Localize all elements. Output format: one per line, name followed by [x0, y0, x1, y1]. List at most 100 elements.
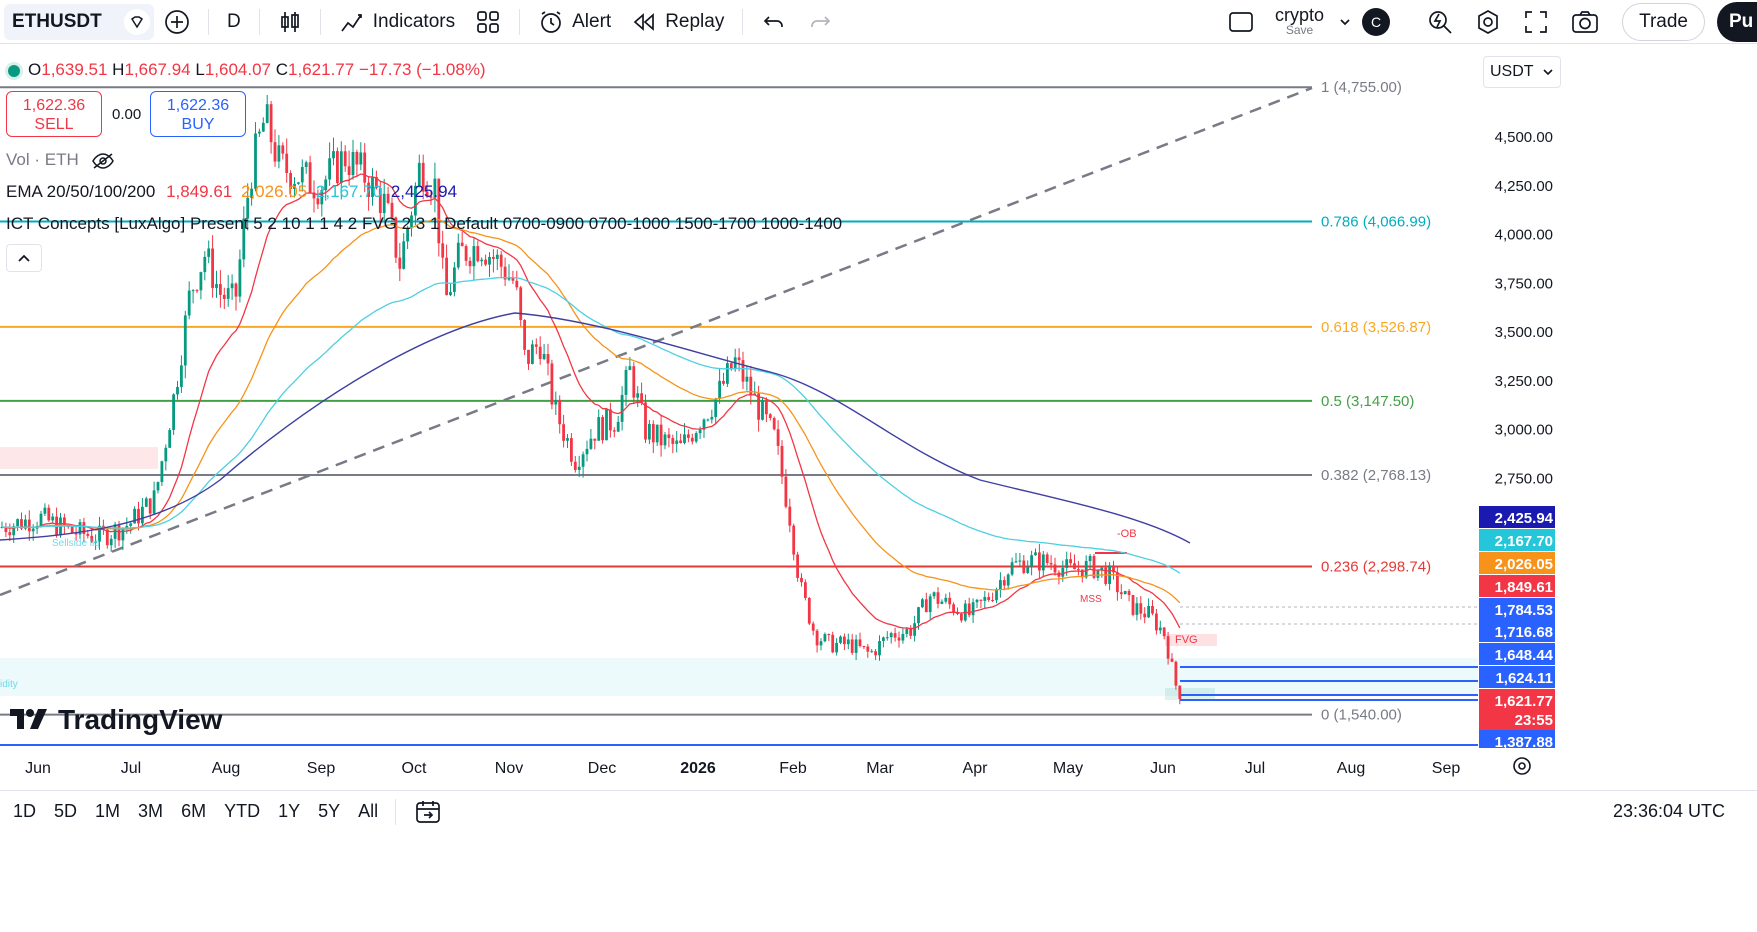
layout-toggle-button[interactable] [1217, 0, 1265, 44]
candle-body [1135, 603, 1139, 615]
candle-body [398, 257, 402, 269]
candle-body [168, 429, 172, 448]
currency-label: USDT [1490, 63, 1534, 80]
templates-button[interactable] [465, 0, 511, 44]
candle-body [476, 246, 480, 262]
undo-button[interactable] [751, 0, 797, 44]
candle-body [105, 529, 109, 546]
price-tag [1479, 552, 1555, 574]
goto-date-button[interactable] [404, 790, 452, 834]
ema-layer [0, 173, 1191, 630]
fullscreen-button[interactable] [1512, 0, 1560, 44]
candle-body [488, 256, 491, 265]
range-3m[interactable]: 3M [138, 801, 164, 821]
chart-type-button[interactable] [268, 0, 312, 44]
utc-clock[interactable]: 23:36:04 UTC [1612, 801, 1725, 821]
ict-label: ICT Concepts [LuxAlgo] Present 5 2 10 1 … [6, 214, 843, 233]
trade-label: Trade [1639, 10, 1688, 32]
candle-body [24, 519, 27, 529]
publish-button[interactable]: Pu [1717, 1, 1757, 42]
candle-body [1026, 566, 1030, 573]
candle-body [601, 417, 604, 441]
candle-body [589, 438, 593, 449]
time-tick-label: Aug [212, 760, 240, 777]
price-chart[interactable]: 1 (4,755.00) 0.786 (4,066.99) 0.618 (3,526… [0, 46, 1757, 790]
candle-body [39, 513, 43, 526]
alarm-clock-icon [541, 10, 561, 33]
interval-button[interactable]: D [217, 0, 251, 44]
quick-search-button[interactable] [1416, 0, 1464, 44]
compare-symbol-button[interactable] [154, 0, 200, 44]
candle-body [160, 461, 164, 483]
candle-body [757, 393, 760, 420]
candle-body [581, 454, 585, 467]
layout-name-button[interactable]: crypto Save [1265, 0, 1334, 44]
layout-menu-button[interactable] [1334, 0, 1356, 44]
divider [519, 8, 521, 35]
order-block-label: -OB [1117, 528, 1137, 540]
candle-body [616, 421, 620, 432]
settings-button[interactable] [1464, 0, 1512, 44]
candle-body [187, 290, 191, 316]
ema20-value: 1,849.61 [166, 182, 233, 201]
time-tick-label: Jul [1245, 760, 1265, 777]
range-5d[interactable]: 5D [54, 801, 78, 821]
range-5y[interactable]: 5Y [318, 801, 341, 821]
candle-body [304, 162, 308, 168]
candle-body [484, 259, 487, 265]
alert-button[interactable]: Alert [528, 0, 621, 44]
candle-body [1174, 661, 1178, 686]
gear-center [1518, 762, 1526, 770]
candle-body [987, 596, 991, 600]
range-all[interactable]: All [358, 801, 379, 821]
ema-legend[interactable]: EMA 20/50/100/200 1,849.61 2,026.05 2,16… [6, 182, 457, 202]
candle-body [230, 283, 234, 289]
eye-hidden-icon[interactable] [91, 152, 115, 170]
volume-legend[interactable]: Vol · ETH [6, 150, 115, 170]
candle-body [597, 417, 601, 441]
calendar-icon [416, 800, 441, 823]
currency-select[interactable]: USDT [1483, 56, 1561, 88]
axis-settings-icon[interactable] [1513, 757, 1531, 775]
candle-body [749, 376, 753, 396]
trade-button[interactable]: Trade [1622, 2, 1705, 41]
candle-body [8, 532, 12, 536]
range-1y[interactable]: 1Y [278, 801, 301, 821]
candle-body [289, 173, 292, 189]
candle-body [449, 291, 452, 296]
candle-body [261, 122, 265, 132]
buy-button[interactable]: 1,622.36 BUY [150, 91, 246, 137]
candle-body [784, 476, 788, 507]
replay-button[interactable]: Replay [621, 0, 734, 44]
redo-button[interactable] [797, 0, 843, 44]
square-icon [1229, 11, 1253, 32]
symbol-search[interactable]: ETHUSDT [4, 3, 154, 40]
range-1m[interactable]: 1M [95, 801, 121, 821]
ema100-value: 2,167.70 [315, 182, 383, 201]
candle-body [788, 506, 792, 526]
avatar[interactable]: C [1362, 7, 1391, 36]
liquidity-label: idity [0, 679, 18, 690]
candle-body [917, 607, 920, 624]
candle-body [1041, 554, 1045, 571]
symbol-badge-icon [124, 8, 150, 35]
candle-body [1158, 627, 1162, 631]
indicators-button[interactable]: Indicators [329, 0, 465, 44]
sell-button[interactable]: 1,622.36 SELL [6, 91, 102, 137]
ict-legend[interactable]: ICT Concepts [LuxAlgo] Present 5 2 10 1 … [6, 214, 842, 234]
range-ytd[interactable]: YTD [224, 801, 261, 821]
range-1d[interactable]: 1D [13, 801, 37, 821]
collapse-legend-button[interactable] [6, 244, 42, 272]
candle-body [542, 353, 546, 360]
candle-body [772, 418, 776, 430]
ema20-line [1, 173, 1181, 630]
range-6m[interactable]: 6M [181, 801, 207, 821]
candle-body [983, 596, 987, 601]
candle-body [573, 461, 577, 470]
candle-body [1112, 565, 1115, 573]
candle-body [492, 256, 495, 259]
candle-body [971, 602, 975, 616]
candle-body [207, 248, 211, 257]
candles-icon [280, 11, 299, 32]
snapshot-button[interactable] [1560, 0, 1610, 44]
